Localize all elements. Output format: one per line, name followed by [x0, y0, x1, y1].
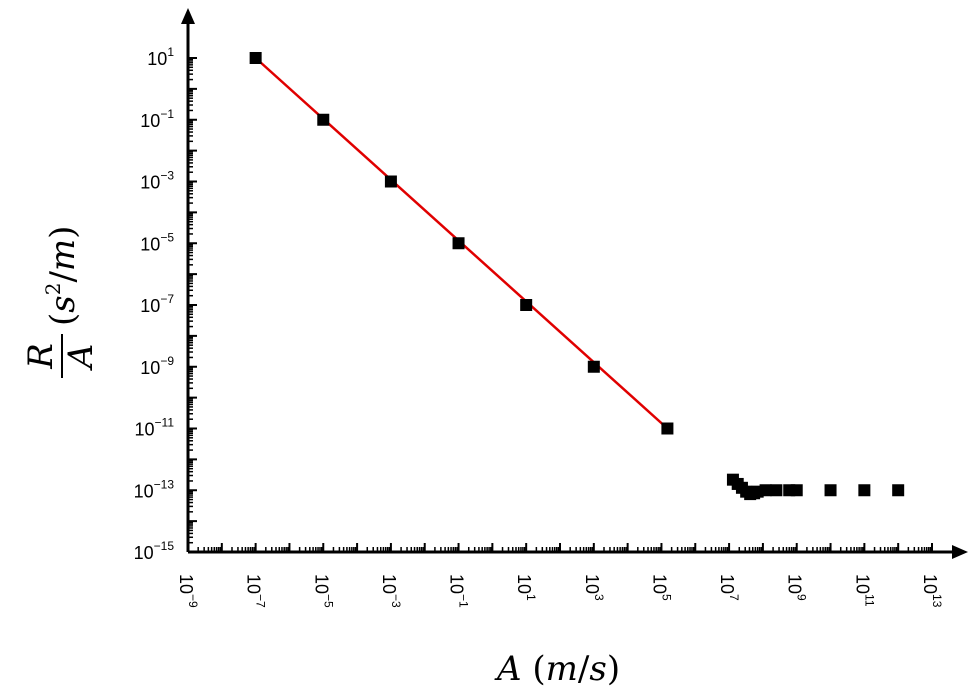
- data-points: [249, 52, 905, 501]
- x-tick-label-group: 10−1: [447, 574, 471, 608]
- data-point: [858, 484, 871, 497]
- axes: [181, 8, 968, 559]
- x-tick-label: 10−3: [379, 574, 403, 608]
- x-tick-label-group: 1013: [920, 574, 944, 608]
- x-tick-label: 10−9: [176, 574, 200, 608]
- y-tick-label: 101: [147, 45, 174, 69]
- y-label-denominator: A: [61, 344, 101, 372]
- data-point: [384, 175, 397, 188]
- data-point: [587, 360, 600, 373]
- x-tick-label: 101: [514, 574, 538, 601]
- data-point: [824, 484, 837, 497]
- x-tick-label: 10−7: [244, 574, 268, 608]
- x-tick-label: 105: [649, 574, 673, 601]
- y-label-numerator: R: [21, 343, 61, 370]
- x-tick-label: 1013: [920, 574, 944, 608]
- x-tick-label: 103: [582, 574, 606, 601]
- x-tick-label-group: 10−9: [176, 574, 200, 608]
- y-tick-label: 10−5: [140, 230, 174, 254]
- x-tick-label: 10−1: [447, 574, 471, 608]
- data-point: [790, 484, 803, 497]
- data-point: [759, 484, 772, 497]
- data-point: [661, 422, 674, 435]
- x-tick-label: 107: [717, 574, 741, 601]
- y-label-unit: (s2/m): [41, 226, 83, 326]
- x-tick-label-group: 109: [785, 574, 809, 601]
- x-axis-arrow: [952, 545, 968, 559]
- data-point: [317, 113, 330, 126]
- x-tick-label: 109: [785, 574, 809, 601]
- y-tick-labels: 101 10−1 10−3 10−5 10−7 10−9 10−11 10−13 10−15: [134, 45, 175, 563]
- x-axis-label: A (m/s): [494, 649, 620, 689]
- x-tick-labels: 10−9 10−7 10−5 10−3 10−1 101 103 105 107 109 1011 1…: [176, 574, 944, 608]
- x-tick-label-group: 105: [649, 574, 673, 601]
- y-axis-arrow: [181, 8, 195, 24]
- data-point: [520, 299, 533, 311]
- axis-ticks: [187, 57, 933, 553]
- y-tick-label: 10−15: [134, 539, 175, 563]
- x-tick-label-group: 10−3: [379, 574, 403, 608]
- x-tick-label: 10−5: [311, 574, 335, 608]
- y-axis-label: R A (s2/m): [21, 226, 101, 378]
- data-point: [892, 484, 905, 497]
- y-tick-label: 10−11: [135, 416, 175, 440]
- x-tick-label-group: 10−7: [244, 574, 268, 608]
- y-tick-label: 10−9: [140, 354, 174, 378]
- data-point: [249, 52, 262, 64]
- x-tick-label-group: 10−5: [311, 574, 335, 608]
- data-point: [452, 237, 465, 250]
- x-tick-label-group: 101: [514, 574, 538, 601]
- y-tick-label: 10−7: [140, 292, 174, 316]
- x-tick-label-group: 1011: [852, 574, 876, 607]
- y-tick-label: 10−13: [134, 477, 175, 501]
- x-tick-label: 1011: [852, 574, 876, 607]
- y-tick-label: 10−3: [140, 169, 174, 193]
- data-point: [770, 484, 783, 497]
- x-tick-label-group: 107: [717, 574, 741, 601]
- x-tick-label-group: 103: [582, 574, 606, 601]
- y-tick-label: 10−1: [140, 107, 174, 131]
